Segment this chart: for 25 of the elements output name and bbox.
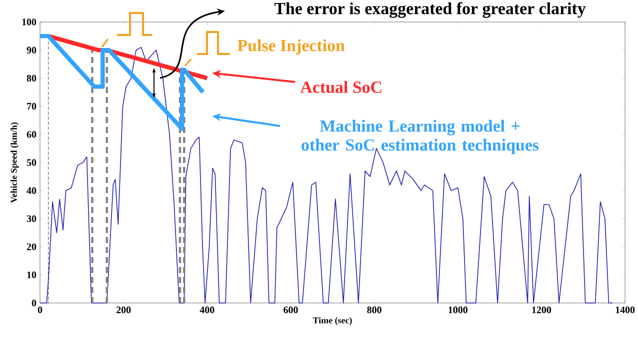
x-tick-label: 1000 — [448, 306, 468, 314]
y-tick-label: 90 — [26, 46, 36, 54]
y-tick-label: 10 — [27, 272, 36, 278]
x-tick-label: 1200 — [532, 306, 552, 314]
y-tick-label: 70 — [27, 102, 36, 110]
x-tick-label: 800 — [367, 306, 382, 314]
y-axis-title: Vehicle Speed (km/h) — [10, 122, 19, 203]
y-tick-label: 50 — [26, 159, 36, 166]
y-tick-label: 40 — [26, 187, 36, 194]
x-tick-label: 0 — [38, 306, 42, 314]
x-tick-label: 200 — [116, 306, 131, 314]
y-tick-label: 60 — [26, 131, 36, 138]
x-axis-title: Time (sec) — [312, 317, 352, 326]
y-tick-label: 100 — [22, 18, 36, 26]
y-tick-label: 20 — [26, 243, 36, 250]
y-tick-label: 0 — [32, 300, 36, 306]
legend-label: Machine Learning model + other SoC estimation techniques — [302, 120, 539, 154]
y-tick-label: 80 — [26, 74, 36, 82]
x-tick-label: 1400 — [616, 306, 635, 314]
y-tick-label: 30 — [26, 215, 36, 222]
legend-label: Actual SoC — [300, 81, 382, 93]
x-tick-label: 600 — [284, 306, 298, 314]
text: The error is exaggerated for greater clarity — [274, 2, 586, 18]
annotation: Pulse Injection — [238, 39, 345, 55]
x-tick-label: 400 — [200, 306, 214, 314]
